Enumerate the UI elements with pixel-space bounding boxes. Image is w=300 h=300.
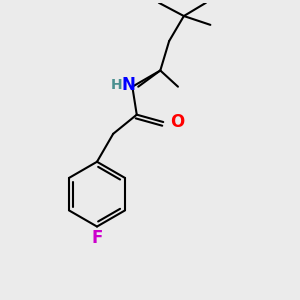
Text: H: H	[111, 78, 123, 92]
Text: F: F	[91, 229, 103, 247]
Text: N: N	[122, 76, 136, 94]
Text: O: O	[170, 113, 184, 131]
